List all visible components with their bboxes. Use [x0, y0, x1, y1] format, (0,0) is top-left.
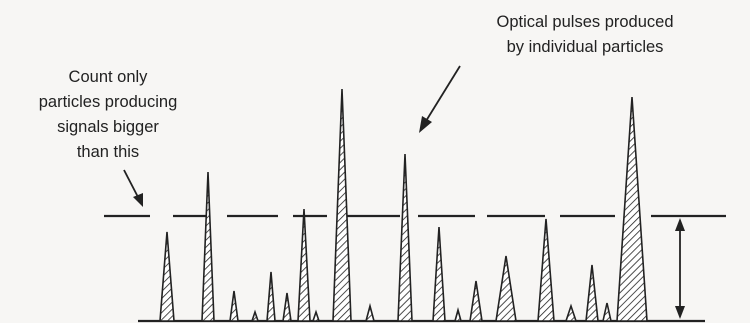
pulse	[313, 312, 319, 321]
pulse	[617, 97, 647, 321]
threshold-height-arrow	[675, 218, 685, 319]
threshold-note: Count only particles producing signals b…	[39, 68, 178, 161]
pulse	[566, 306, 576, 321]
pulse	[455, 310, 461, 321]
threshold-note-line-2: particles producing	[39, 93, 178, 111]
pulse	[586, 265, 598, 321]
pulse	[252, 312, 258, 321]
pulse	[496, 256, 516, 321]
pulse	[470, 281, 482, 321]
pulse	[433, 227, 445, 321]
pulse	[538, 219, 554, 321]
pulse	[202, 172, 214, 321]
threshold-note-line-4: than this	[77, 143, 139, 161]
pulse	[230, 291, 238, 321]
pulse-note: Optical pulses produced by individual pa…	[496, 13, 673, 56]
pulse-note-arrow	[419, 66, 460, 133]
pulse	[398, 154, 412, 321]
pulse	[603, 303, 611, 321]
pulse	[283, 293, 291, 321]
pulse	[298, 209, 310, 321]
pulse-group	[160, 89, 647, 321]
threshold-note-arrow	[124, 170, 143, 207]
pulse-note-line-1: Optical pulses produced	[496, 13, 673, 31]
threshold-note-line-1: Count only	[69, 68, 149, 86]
pulse	[267, 272, 275, 321]
pulse	[333, 89, 351, 321]
threshold-note-line-3: signals bigger	[57, 118, 159, 136]
pulse-note-line-2: by individual particles	[507, 38, 664, 56]
pulse	[160, 232, 174, 321]
pulse	[366, 306, 374, 321]
